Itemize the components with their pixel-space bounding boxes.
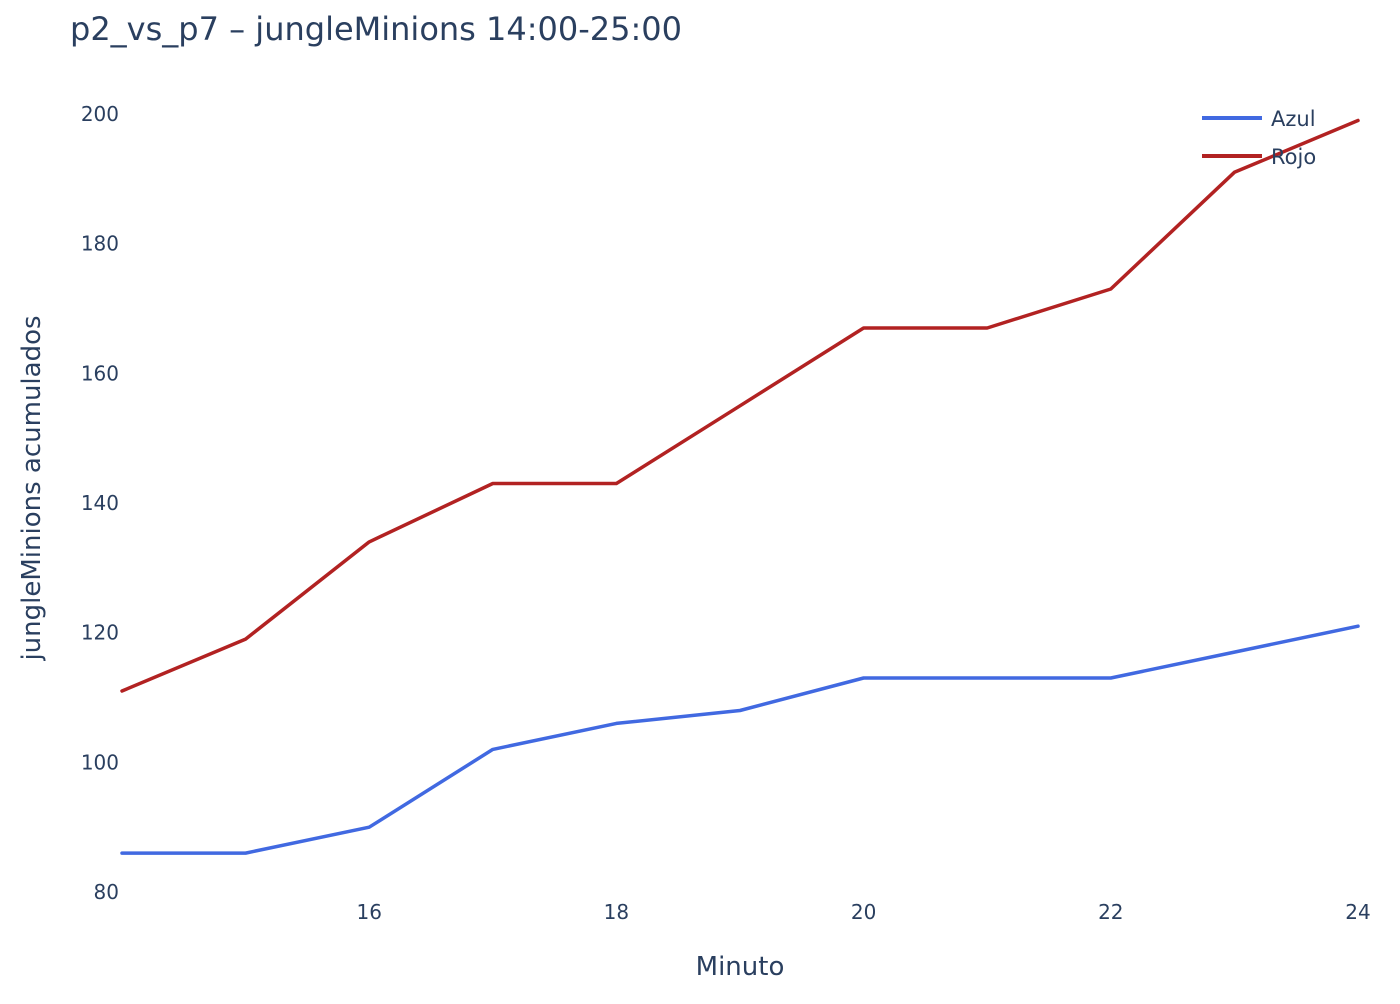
x-axis-ticks: 16 18 20 22 24 [356, 900, 1370, 924]
y-axis-title: jungleMinions acumulados [17, 315, 47, 661]
x-tick-label: 20 [851, 900, 876, 924]
legend[interactable]: Azul Rojo [1202, 107, 1316, 169]
series-lines [120, 118, 1360, 855]
x-tick-label: 24 [1345, 900, 1370, 924]
y-axis-ticks: 80 100 120 140 160 180 200 [81, 102, 119, 904]
y-tick-label: 180 [81, 232, 119, 256]
legend-item-rojo[interactable]: Rojo [1202, 145, 1316, 169]
y-tick-label: 80 [94, 880, 119, 904]
x-tick-label: 22 [1098, 900, 1123, 924]
legend-item-azul[interactable]: Azul [1202, 107, 1316, 131]
y-tick-label: 160 [81, 361, 119, 385]
legend-label: Azul [1271, 107, 1316, 131]
legend-label: Rojo [1271, 145, 1316, 169]
y-tick-label: 200 [81, 102, 119, 126]
series-line-rojo [120, 118, 1360, 693]
x-axis-title: Minuto [696, 952, 785, 982]
y-tick-label: 140 [81, 491, 119, 515]
y-tick-label: 100 [81, 750, 119, 774]
chart-title: p2_vs_p7 – jungleMinions 14:00-25:00 [70, 10, 682, 48]
series-line-azul [120, 624, 1360, 855]
x-tick-label: 18 [604, 900, 629, 924]
y-tick-label: 120 [81, 621, 119, 645]
x-tick-label: 16 [356, 900, 381, 924]
